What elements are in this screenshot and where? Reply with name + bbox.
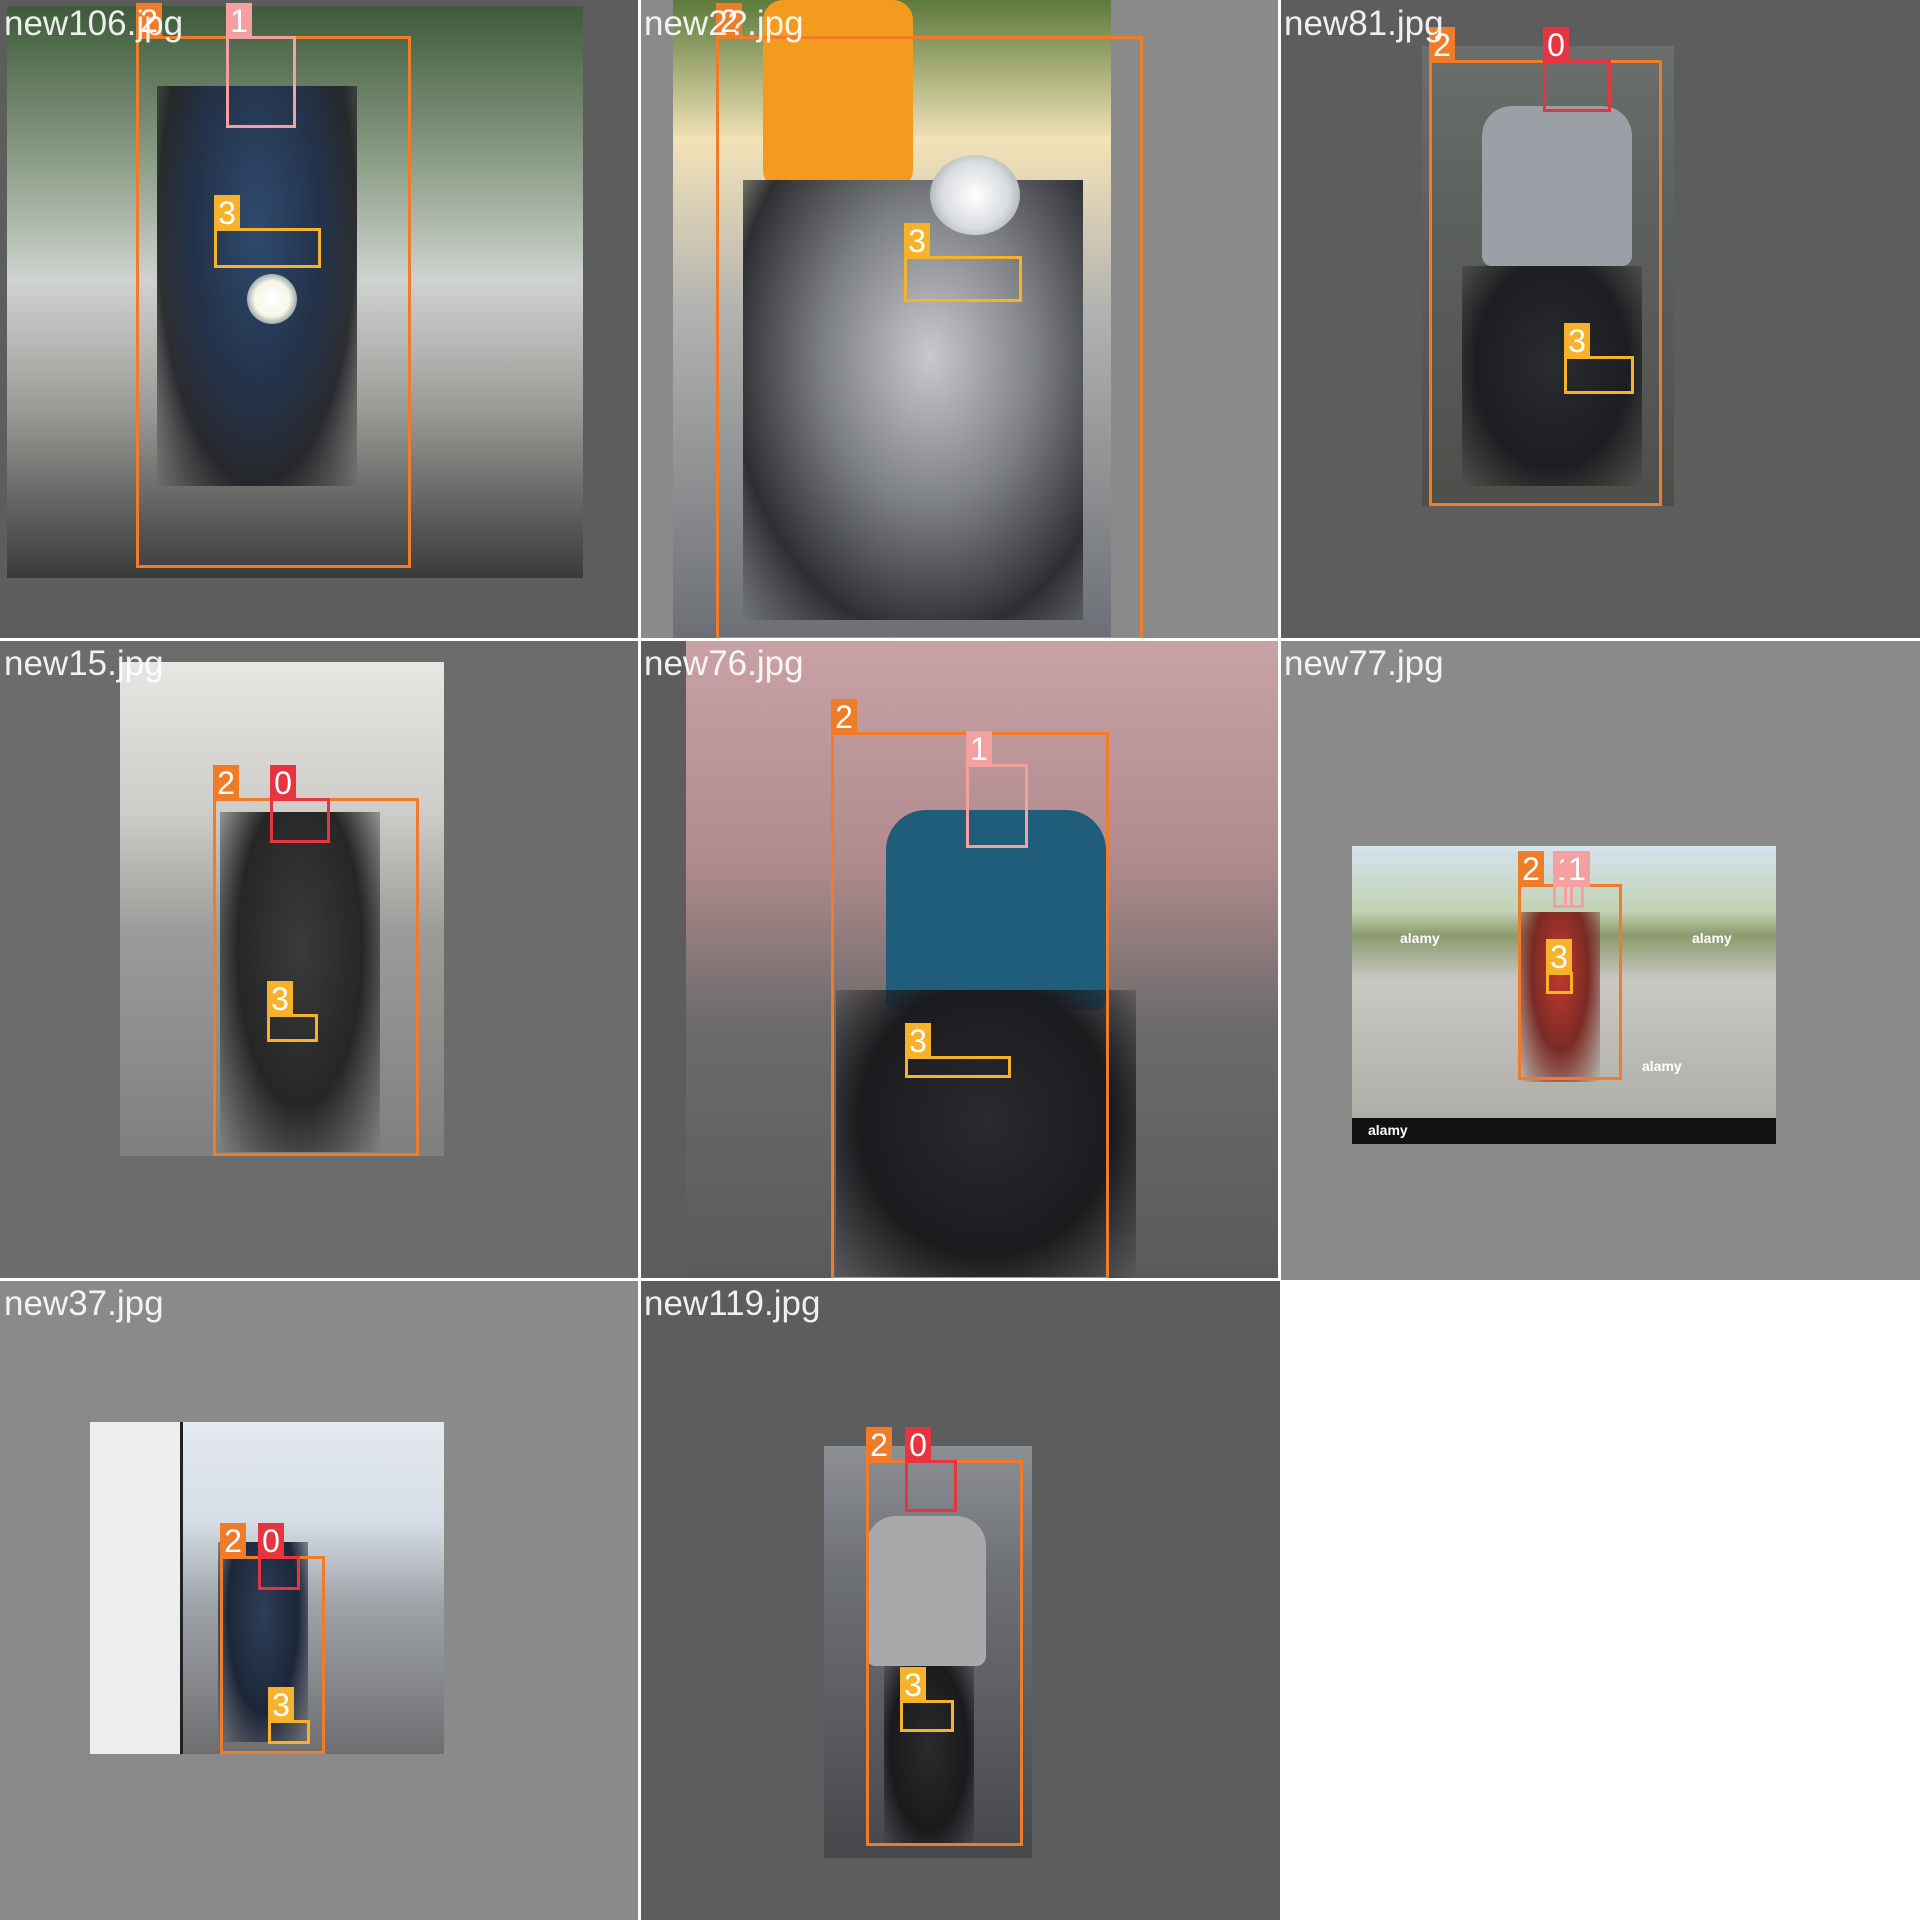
grid-line bbox=[0, 1278, 1280, 1281]
photo bbox=[673, 0, 1111, 640]
rider-shirt bbox=[886, 810, 1106, 1010]
bbox-class-2: 2 bbox=[213, 765, 419, 1156]
photo bbox=[120, 662, 444, 1156]
bbox-class-0: 0 bbox=[270, 765, 330, 843]
photo: alamy alamy alamy alamy bbox=[1352, 846, 1776, 1144]
footer-bar: alamy bbox=[1352, 1118, 1776, 1144]
tile-new81: new81.jpg 2 0 3 bbox=[1280, 0, 1920, 640]
class-tag: 3 bbox=[1564, 323, 1590, 359]
bbox-class-3: 3 bbox=[268, 1687, 310, 1744]
bbox-class-3: 3 bbox=[214, 195, 321, 268]
bbox-class-0: 0 bbox=[258, 1523, 300, 1590]
watermark: alamy bbox=[1642, 1058, 1682, 1074]
class-tag: 2 bbox=[1429, 27, 1455, 63]
class-tag: 3 bbox=[214, 195, 240, 231]
headlight bbox=[247, 274, 297, 324]
tile-new15: new15.jpg 2 0 3 bbox=[0, 640, 640, 1280]
bbox-class-2: 2 bbox=[1429, 27, 1662, 506]
class-tag: 2 bbox=[220, 1523, 246, 1559]
motorcycle bbox=[884, 1666, 974, 1846]
photo bbox=[824, 1446, 1032, 1858]
bbox-class-3: 3 bbox=[267, 981, 318, 1042]
rider-figure bbox=[220, 812, 380, 1152]
motorcycle bbox=[1462, 266, 1642, 486]
class-tag: 3 bbox=[900, 1667, 926, 1703]
class-tag: 2 bbox=[866, 1427, 892, 1463]
bbox-class-1: 1 bbox=[1564, 851, 1590, 908]
bbox-class-3: 3 bbox=[905, 1023, 1011, 1078]
class-tag: 2 bbox=[213, 765, 239, 801]
class-tag: 2 bbox=[716, 3, 742, 39]
tile-new106: new106.jpg 2 1 3 bbox=[0, 0, 640, 640]
rider-shirt bbox=[1482, 106, 1632, 266]
class-tag: 3 bbox=[904, 223, 930, 259]
filename-label: new37.jpg bbox=[4, 1284, 164, 1323]
bbox-class-0: 0 bbox=[905, 1427, 957, 1512]
class-tag: 2 bbox=[1518, 851, 1544, 887]
grid-line bbox=[0, 638, 1920, 641]
class-tag: 3 bbox=[1546, 939, 1572, 975]
class-tag: 3 bbox=[267, 981, 293, 1017]
class-tag: 1 bbox=[1564, 851, 1590, 887]
bbox-class-3: 3 bbox=[1546, 939, 1573, 994]
tile-new76: new76.jpg 2 1 3 bbox=[640, 640, 1280, 1280]
filename-label: new77.jpg bbox=[1284, 644, 1444, 683]
rider-shirt bbox=[866, 1516, 986, 1666]
bbox-class-3: 3 bbox=[1564, 323, 1634, 394]
filename-label: new119.jpg bbox=[644, 1284, 821, 1323]
class-tag: 3 bbox=[905, 1023, 931, 1059]
class-tag: 2 bbox=[136, 3, 162, 39]
tile-new2: new2?.jpg 2 3 bbox=[640, 0, 1280, 640]
bbox-class-1: 1 bbox=[226, 3, 296, 128]
empty-cell bbox=[1280, 1280, 1920, 1920]
photo bbox=[1422, 46, 1674, 506]
class-tag: 0 bbox=[258, 1523, 284, 1559]
filename-label: new76.jpg bbox=[644, 644, 804, 683]
grid-line bbox=[638, 0, 641, 1920]
vehicle-left bbox=[90, 1422, 183, 1754]
class-tag: 0 bbox=[905, 1427, 931, 1463]
class-tag: 0 bbox=[270, 765, 296, 801]
filename-label: new81.jpg bbox=[1284, 4, 1444, 43]
filename-label: new106.jpg bbox=[4, 4, 184, 43]
class-tag: 1 bbox=[226, 3, 252, 39]
bbox-class-1: 1 bbox=[966, 731, 1028, 848]
watermark: alamy bbox=[1692, 930, 1732, 946]
tile-new119: new119.jpg 2 0 3 bbox=[640, 1280, 1280, 1920]
bbox-class-0: 0 bbox=[1543, 27, 1611, 112]
class-tag: 2 bbox=[831, 699, 857, 735]
class-tag: 1 bbox=[966, 731, 992, 767]
headlight bbox=[930, 155, 1020, 235]
bbox-class-2: 2 bbox=[716, 3, 1143, 640]
motorcycle bbox=[836, 990, 1136, 1280]
bbox-class-3: 3 bbox=[904, 223, 1022, 302]
watermark: alamy bbox=[1368, 1122, 1408, 1138]
class-tag: 0 bbox=[1543, 27, 1569, 63]
tile-new77: alamy alamy alamy alamy new77.jpg 2 1 1 … bbox=[1280, 640, 1920, 1280]
class-tag: 3 bbox=[268, 1687, 294, 1723]
watermark: alamy bbox=[1400, 930, 1440, 946]
bbox-class-2: 2 bbox=[866, 1427, 1023, 1846]
filename-label: new2?.jpg bbox=[644, 4, 804, 43]
filename-label: new15.jpg bbox=[4, 644, 164, 683]
tile-new37: new37.jpg 2 0 3 bbox=[0, 1280, 640, 1920]
rider-shirt bbox=[763, 0, 913, 190]
bbox-class-3: 3 bbox=[900, 1667, 954, 1732]
